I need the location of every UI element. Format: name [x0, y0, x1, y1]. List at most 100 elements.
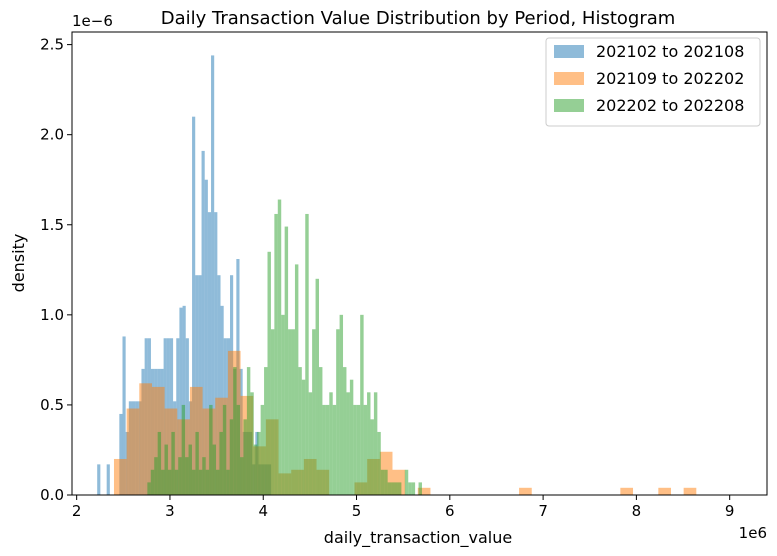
histogram-bar: [216, 469, 220, 495]
histogram-bar: [113, 458, 127, 495]
histogram-bar: [185, 338, 189, 495]
histogram-bar: [312, 329, 316, 495]
histogram-bar: [343, 367, 347, 495]
legend: 202102 to 202108 202109 to 202202 202202 t…: [545, 37, 761, 127]
histogram-bar: [106, 464, 110, 495]
x-tick-label: 8: [632, 502, 642, 520]
plot-frame: [71, 31, 768, 496]
x-tick-label: 2: [72, 502, 82, 520]
histogram-bar: [212, 444, 216, 495]
histogram-bar: [683, 487, 697, 495]
y-offset-label: 1e−6: [72, 12, 113, 30]
histogram-bar: [207, 212, 212, 495]
y-tick-label: 0.5: [40, 396, 64, 414]
histogram-bar: [211, 55, 215, 496]
histogram-bar: [171, 431, 175, 495]
histogram-bar: [267, 251, 271, 495]
histogram-bar: [214, 212, 218, 495]
x-tick-label: 9: [725, 502, 735, 520]
y-tick-label: 2.0: [40, 126, 64, 144]
histogram-bar: [370, 419, 374, 495]
histogram-bar: [373, 392, 378, 495]
histogram-bar: [198, 469, 203, 495]
histogram-bar: [119, 413, 123, 495]
histogram-bar: [139, 383, 152, 495]
histogram-bar: [408, 482, 412, 495]
histogram-bar: [305, 213, 309, 495]
histogram-bar: [277, 199, 282, 496]
histogram-bar: [176, 338, 180, 495]
histogram-bar: [195, 275, 199, 495]
histogram-bar: [126, 408, 140, 495]
histogram-bar: [195, 431, 199, 495]
histogram-bar: [294, 264, 299, 495]
histogram-bar: [157, 431, 162, 495]
histogram-bar: [346, 392, 350, 495]
histogram-bar: [164, 444, 168, 495]
x-tick-label: 3: [165, 502, 175, 520]
histogram-bar: [380, 469, 385, 495]
histogram-bar: [179, 307, 183, 495]
series-3: [147, 199, 422, 496]
histogram-bar: [201, 150, 205, 495]
histogram-bar: [202, 457, 206, 495]
x-axis-label: daily_transaction_value: [324, 528, 512, 548]
histogram-bar: [182, 305, 186, 495]
x-tick-label: 4: [258, 502, 268, 520]
histogram-bar: [185, 457, 189, 495]
histogram-bar: [387, 482, 392, 495]
histogram-bar: [418, 482, 422, 495]
histogram-bar: [219, 431, 223, 495]
histogram-bar: [181, 404, 186, 495]
histogram-bar: [367, 392, 371, 495]
legend-swatch: [554, 45, 584, 58]
histogram-bar: [174, 469, 179, 495]
histogram-bar: [97, 464, 101, 495]
histogram-bar: [260, 404, 265, 495]
y-tick-label: 1.5: [40, 216, 64, 234]
y-tick-label: 2.5: [40, 36, 64, 54]
legend-frame: [545, 37, 761, 127]
histogram-bar: [264, 367, 268, 495]
histogram-bar: [353, 404, 357, 495]
chart-title: Daily Transaction Value Distribution by …: [161, 8, 676, 29]
legend-label: 202109 to 202202: [596, 69, 744, 88]
histogram-bar: [620, 487, 634, 495]
x-axis: 2 3 4 5 6 7 8 9: [72, 495, 735, 520]
x-offset-label: 1e6: [739, 524, 767, 542]
y-axis: 0.0 0.5 1.0 1.5 2.0 2.5: [40, 36, 72, 504]
histogram-bar: [658, 487, 671, 495]
histogram-bar: [240, 457, 244, 495]
histogram-bar: [394, 482, 398, 495]
histogram-bar: [253, 444, 258, 495]
histogram-bar: [204, 179, 208, 496]
histogram-bar: [339, 314, 344, 495]
legend-label: 202102 to 202108: [596, 42, 744, 61]
histogram-bar: [417, 487, 431, 495]
histogram-bar: [404, 469, 409, 495]
histogram-bar: [349, 379, 354, 495]
histogram-bar: [397, 482, 402, 495]
histogram-bar: [150, 469, 155, 495]
histogram-bar: [356, 404, 361, 495]
histogram-bar: [161, 469, 165, 495]
histogram-bar: [209, 404, 213, 495]
histogram-bar: [154, 457, 158, 495]
histogram-bar: [284, 226, 289, 495]
histogram-bar: [167, 469, 172, 495]
histogram-bar: [243, 419, 247, 495]
histogram-bar: [222, 404, 227, 495]
histogram-bar: [332, 404, 337, 495]
histogram-bar: [191, 469, 196, 495]
x-tick-label: 7: [538, 502, 548, 520]
y-axis-label: density: [9, 234, 28, 293]
histogram-bar: [288, 329, 292, 495]
histogram-bar: [192, 116, 196, 496]
histogram-bar: [250, 392, 254, 495]
histogram-bar: [229, 419, 234, 495]
histogram-bar: [205, 469, 210, 495]
histogram-bar: [519, 487, 532, 495]
histogram-bar: [363, 404, 368, 495]
histogram-bar: [360, 314, 364, 495]
y-tick-label: 1.0: [40, 306, 64, 324]
